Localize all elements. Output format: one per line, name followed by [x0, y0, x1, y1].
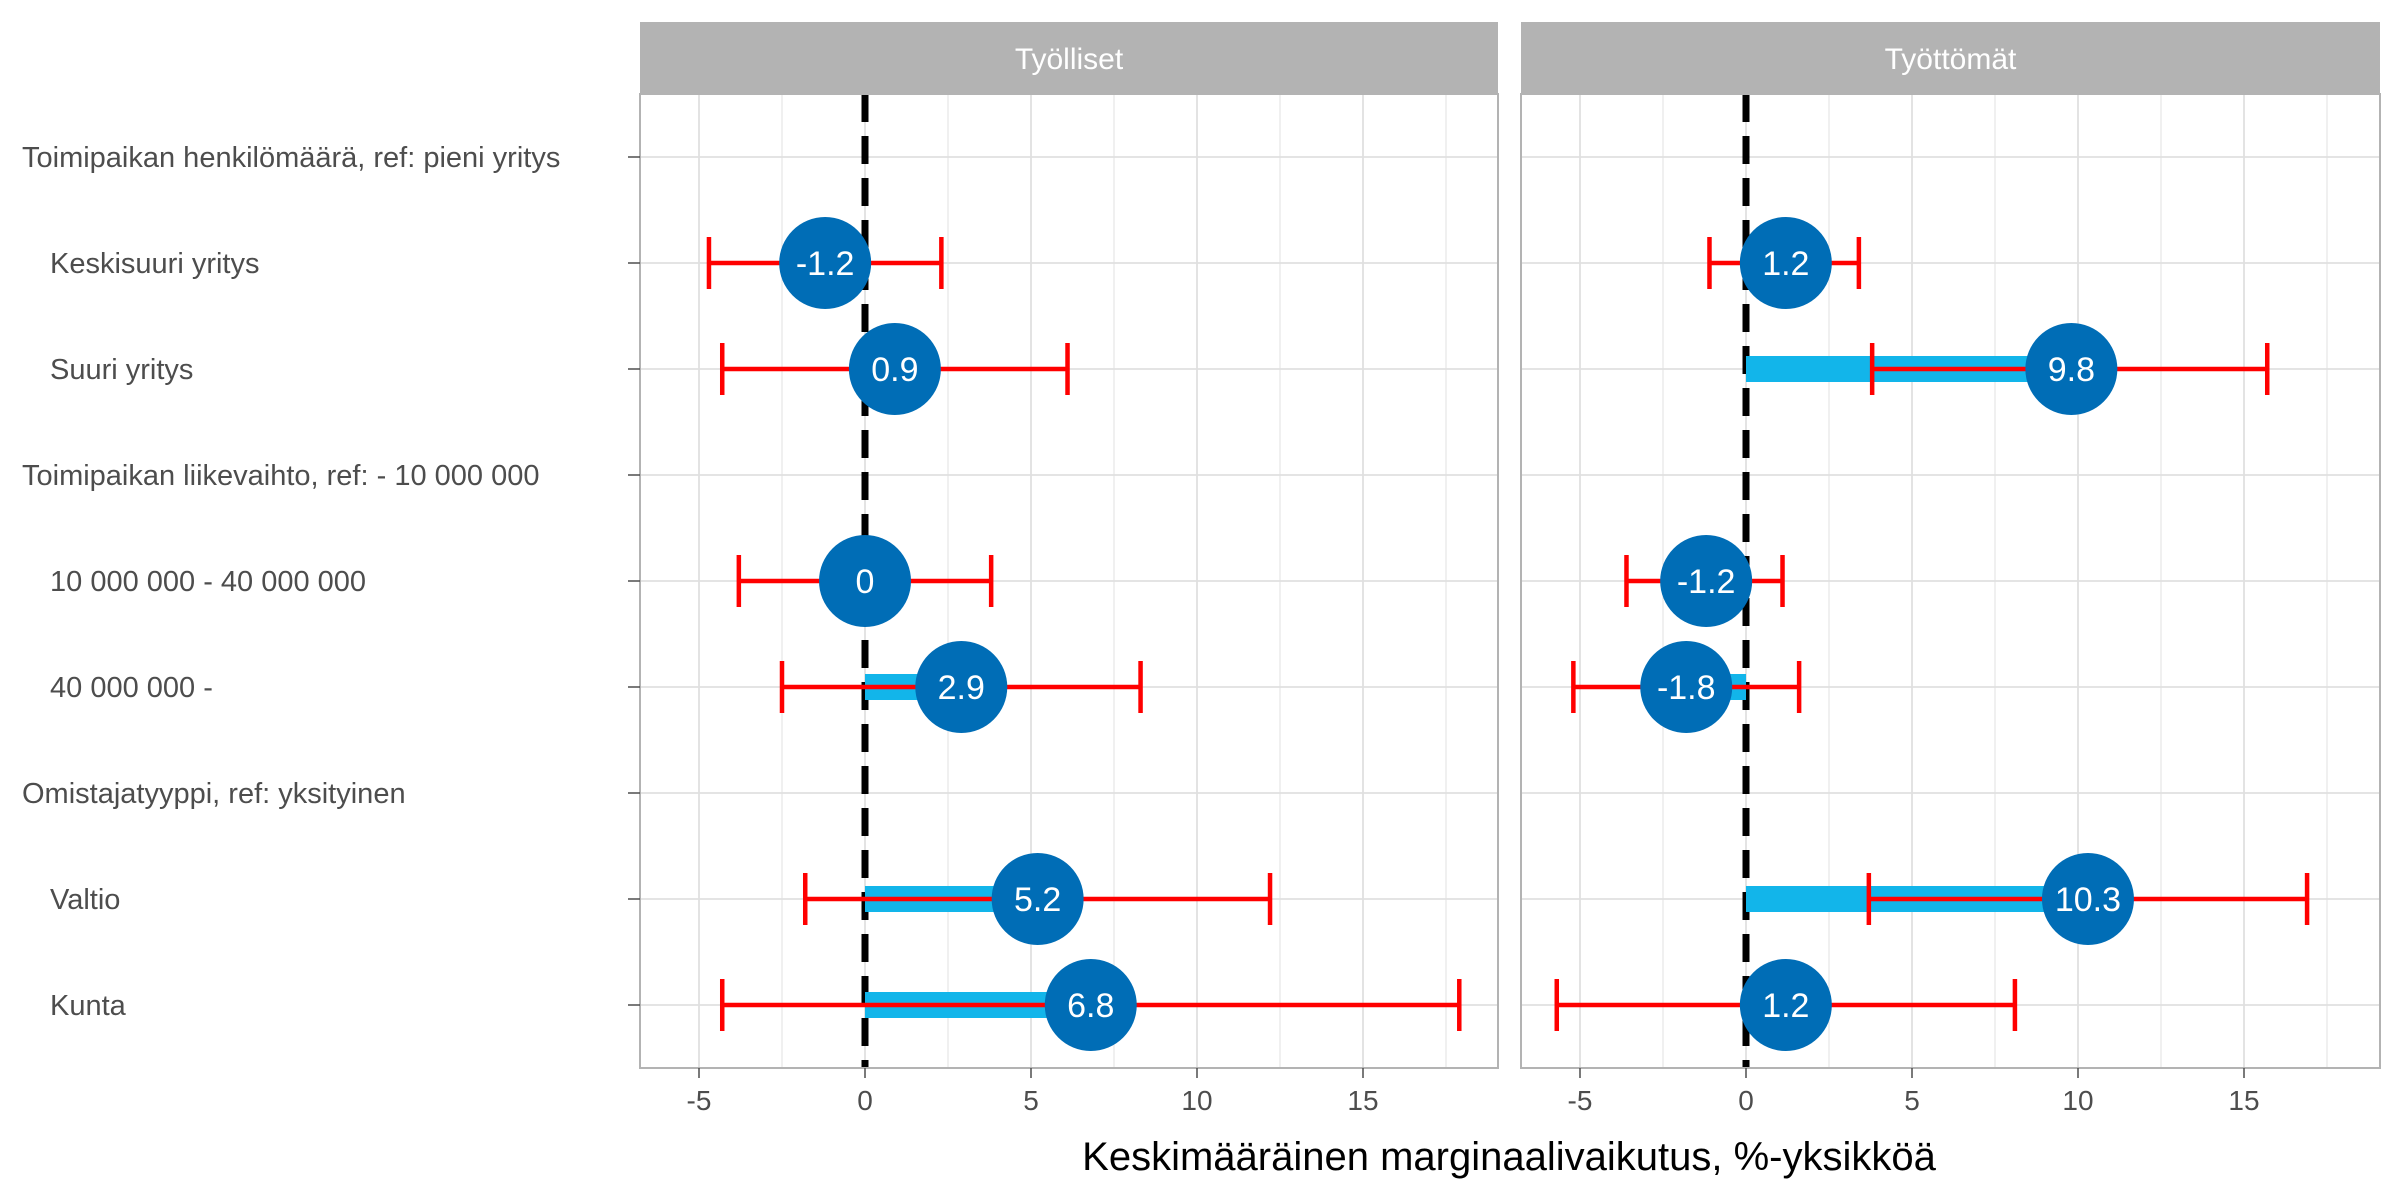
- point-marker: [915, 641, 1008, 733]
- panel-strip-0: [640, 22, 1498, 94]
- point-marker: [2041, 853, 2134, 945]
- data-point-0-4: 5.2: [802, 853, 1273, 945]
- data-point-0-1: 0.9: [719, 323, 1070, 415]
- point-label: 5.2: [1014, 881, 1061, 919]
- panel-border-1: [1520, 93, 2381, 1069]
- data-point-1-2: -1.2: [1624, 535, 1785, 627]
- point-marker: [1640, 641, 1733, 733]
- point-marker: [991, 853, 1084, 945]
- data-point-0-2: 0: [736, 535, 994, 627]
- category-label-4: 10 000 000 - 40 000 000: [50, 566, 366, 598]
- point-marker: [1739, 217, 1832, 309]
- point-label: 0: [856, 563, 875, 601]
- panels: Työlliset-1.20.902.95.26.8-5 0 5 10 15Työttö…: [639, 22, 2381, 1116]
- x-tick-label-1-2: 5: [1904, 1085, 1920, 1116]
- category-label-7: Valtio: [50, 884, 120, 916]
- x-tick-label-0-4: 15: [1347, 1085, 1378, 1116]
- category-label-5: 40 000 000 -: [50, 672, 213, 704]
- x-tick-label-1-4: 15: [2228, 1085, 2259, 1116]
- data-point-1-1: 9.8: [1746, 323, 2270, 415]
- x-tick-label-1-0: -5: [1568, 1085, 1593, 1116]
- panel-title-1: Työttömät: [1885, 43, 2017, 76]
- panel-title-0: Työlliset: [1015, 43, 1124, 76]
- x-tick-label-1-1: 0: [1738, 1085, 1754, 1116]
- point-marker: [779, 217, 872, 309]
- data-point-1-0: 1.2: [1707, 217, 1862, 309]
- x-tick-label-1-3: 10: [2062, 1085, 2093, 1116]
- data-point-1-3: -1.8: [1571, 641, 1802, 733]
- panel-strip-1: [1521, 22, 2380, 94]
- point-marker: [1044, 959, 1137, 1051]
- x-tick-label-0-1: 0: [857, 1085, 873, 1116]
- point-marker: [819, 535, 911, 627]
- x-tick-label-0-2: 5: [1023, 1085, 1039, 1116]
- category-label-8: Kunta: [50, 990, 127, 1022]
- data-point-0-0: -1.2: [706, 217, 944, 309]
- point-label: -1.2: [1677, 563, 1736, 601]
- point-label: 1.2: [1762, 987, 1809, 1025]
- point-label: 0.9: [871, 351, 918, 389]
- data-point-1-5: 1.2: [1554, 959, 2018, 1051]
- category-label-2: Suuri yritys: [50, 354, 193, 386]
- data-point-1-4: 10.3: [1746, 853, 2310, 945]
- data-point-0-3: 2.9: [779, 641, 1143, 733]
- panel-0: Työlliset -1.2 0.9 0 2.9 5.2 6.8 -5 0 5 10 15: [639, 22, 1499, 1116]
- point-marker: [1660, 535, 1753, 627]
- point-marker: [848, 323, 941, 415]
- panel-1: Työttömät 1.2 9.8 -1.2 -1.8 10.3 1.2 -5 0 5 10 15: [1520, 22, 2381, 1116]
- x-axis-title: Keskimääräinen marginaalivaikutus, %-yks…: [1082, 1135, 1936, 1179]
- category-label-6: Omistajatyyppi, ref: yksityinen: [22, 778, 406, 810]
- point-label: 6.8: [1067, 987, 1114, 1025]
- point-label: -1.2: [796, 245, 855, 283]
- category-labels: Toimipaikan henkilömäärä, ref: pieni yri…: [22, 142, 640, 1022]
- point-marker: [2025, 323, 2118, 415]
- point-label: 1.2: [1762, 245, 1809, 283]
- point-label: -1.8: [1657, 669, 1716, 707]
- point-label: 10.3: [2055, 881, 2121, 919]
- category-label-1: Keskisuuri yritys: [50, 248, 260, 280]
- point-label: 2.9: [938, 669, 985, 707]
- x-tick-label-0-0: -5: [687, 1085, 712, 1116]
- category-label-0: Toimipaikan henkilömäärä, ref: pieni yri…: [22, 142, 560, 174]
- x-tick-label-0-3: 10: [1181, 1085, 1212, 1116]
- data-point-0-5: 6.8: [719, 959, 1462, 1051]
- point-marker: [1739, 959, 1832, 1051]
- category-label-3: Toimipaikan liikevaihto, ref: - 10 000 0…: [22, 460, 539, 492]
- point-label: 9.8: [2048, 351, 2095, 389]
